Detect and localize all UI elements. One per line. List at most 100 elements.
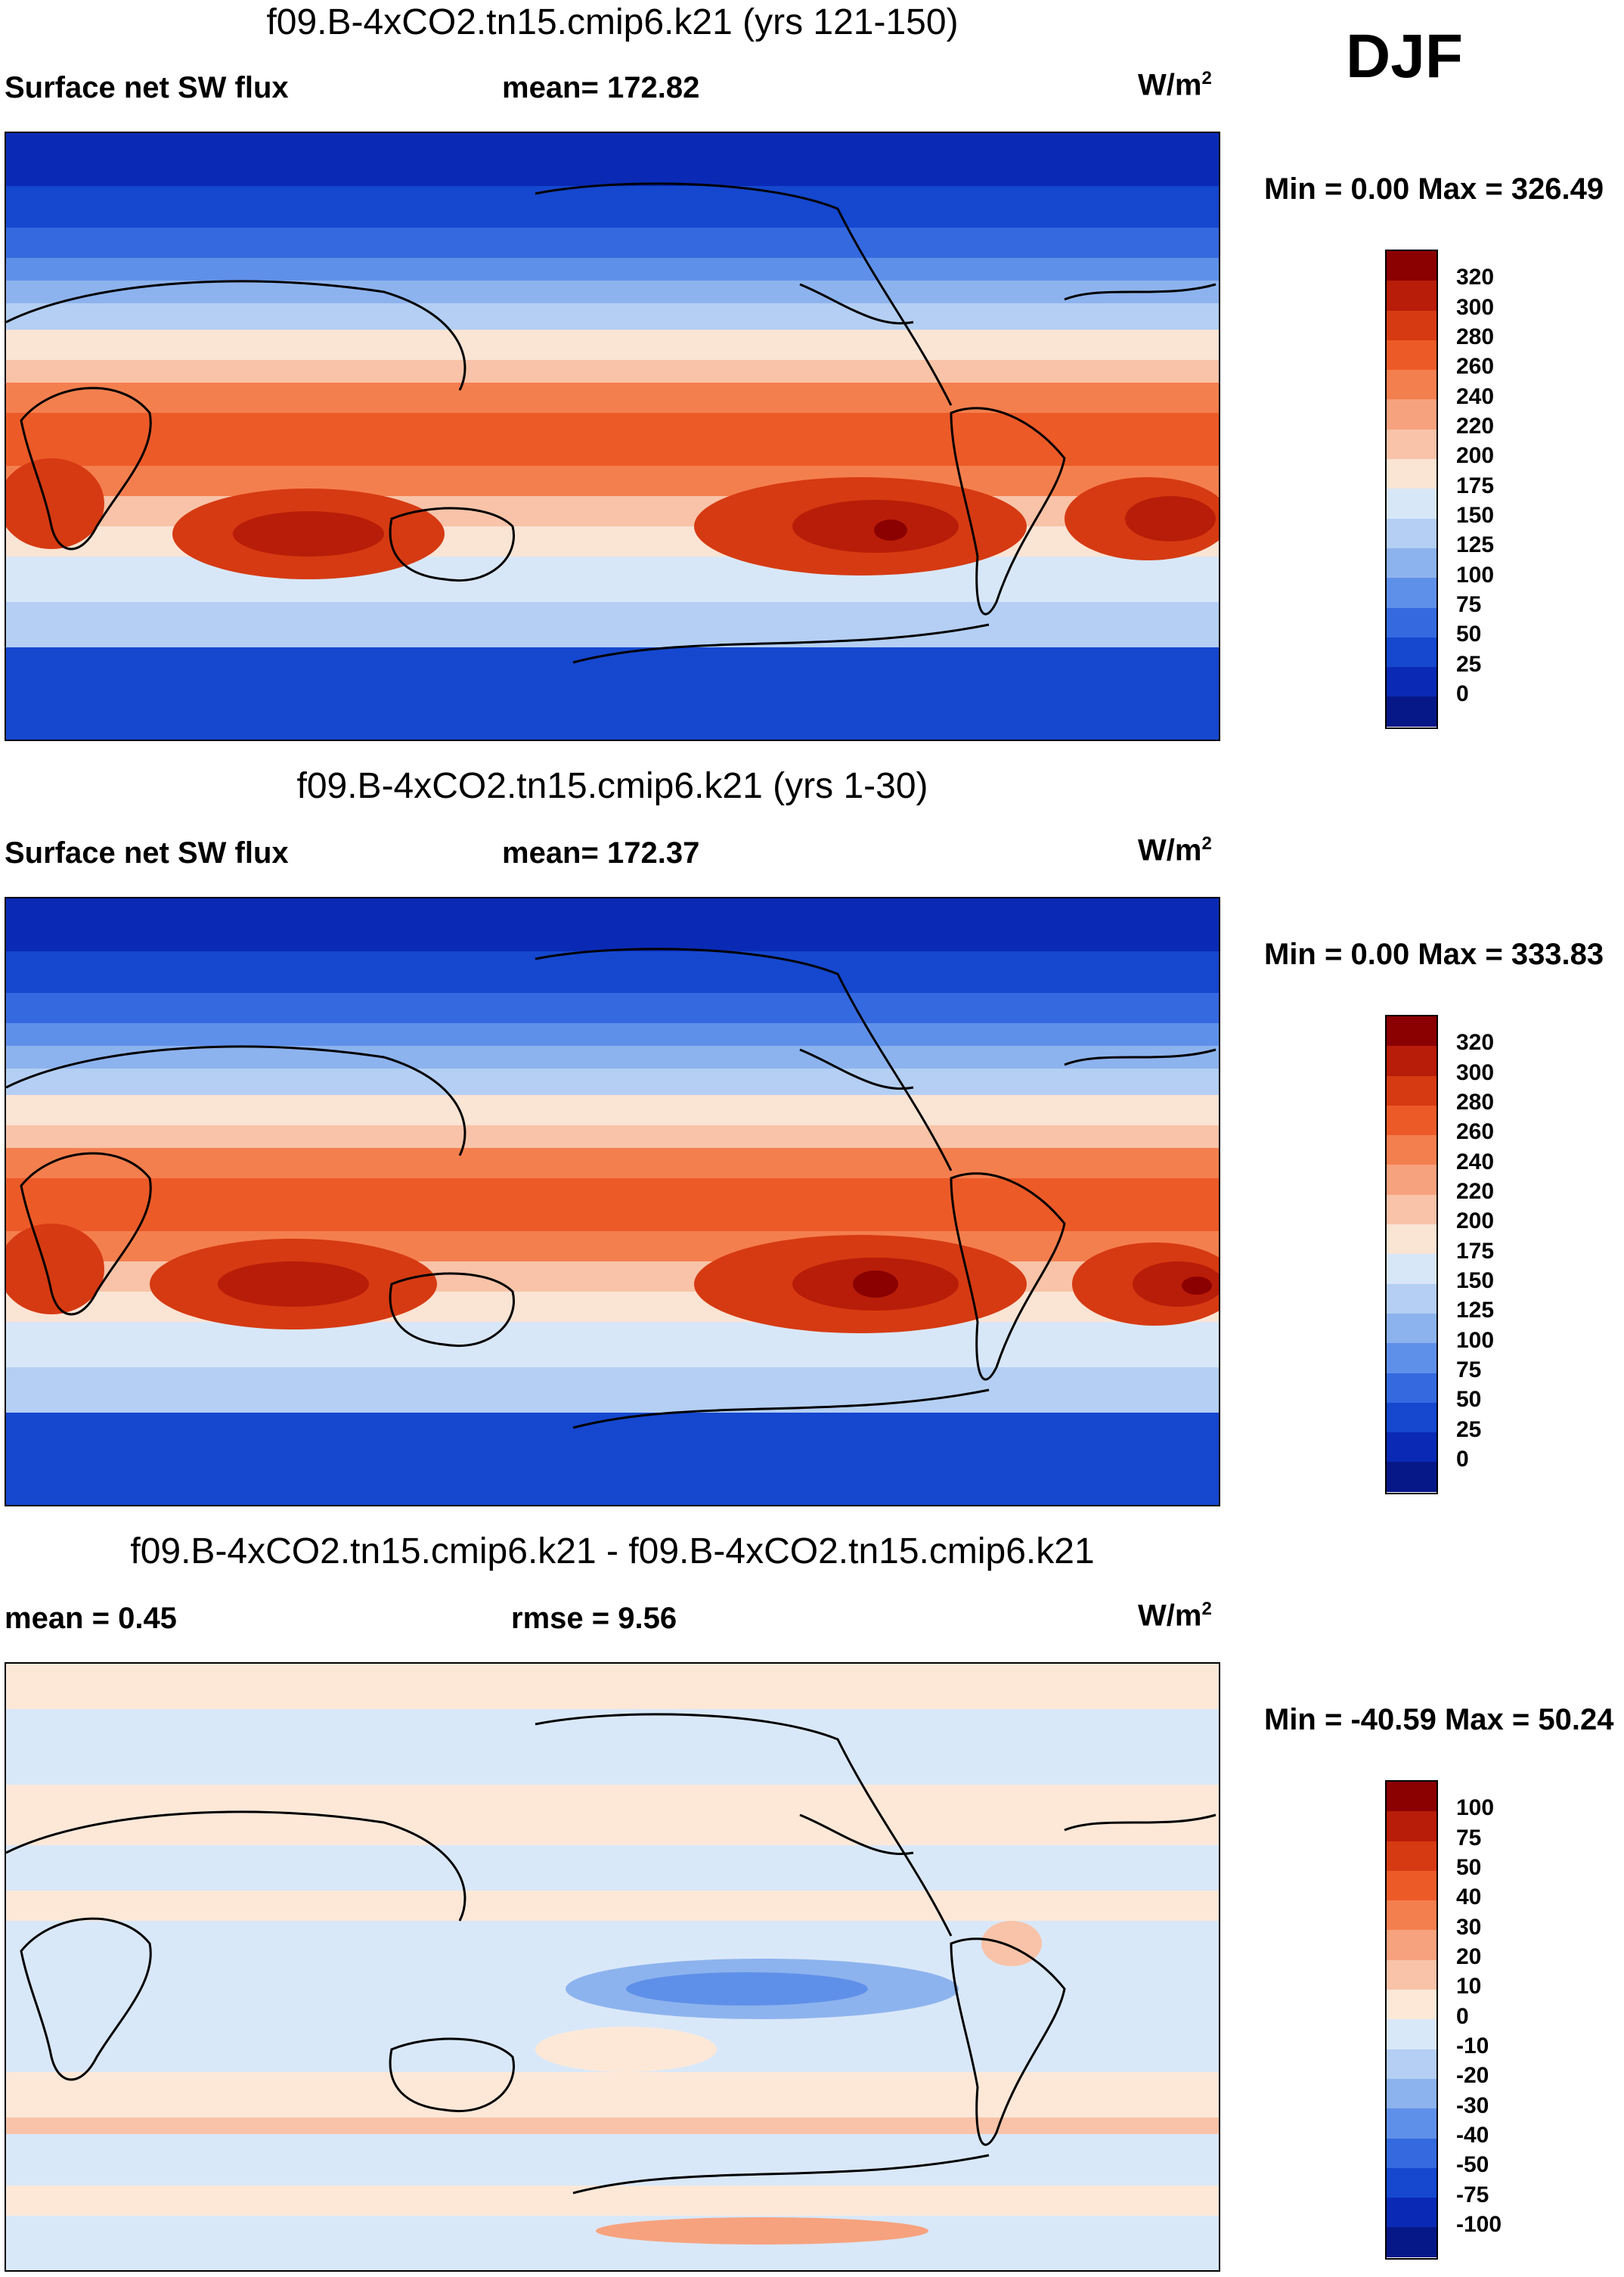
colorbar-swatch [1387,1194,1436,1225]
colorbar-tick-label: -50 [1456,2152,1489,2177]
colorbar-swatch [1387,429,1436,460]
colorbar-swatch [1387,1135,1436,1165]
colorbar-swatch [1387,518,1436,548]
colorbar-swatch [1387,607,1436,637]
colorbar-tick-label: 260 [1456,354,1495,379]
colorbar-tick-label: 175 [1456,1239,1495,1264]
colorbar-tick-label: 175 [1456,473,1495,498]
panel1-title: f09.B-4xCO2.tn15.cmip6.k21 (yrs 121-150) [266,2,959,42]
colorbar-tick-label: 20 [1456,1944,1482,1969]
colorbar-swatch [1387,310,1436,340]
colorbar-tick-label: 220 [1456,1179,1495,1204]
colorbar-swatch [1387,1075,1436,1106]
colorbar-swatch [1387,2138,1436,2168]
colorbar-tick-label: 50 [1456,1387,1482,1412]
panel3-map [5,1662,1220,2272]
colorbar-swatch [1387,1432,1436,1463]
colorbar-tick-label: -20 [1456,2063,1489,2088]
panel3-mean-label: mean = 0.45 [5,1602,177,1635]
colorbar-swatch [1387,667,1436,697]
colorbar-tick-label: 40 [1456,1885,1482,1909]
colorbar-tick-label: 240 [1456,384,1495,409]
colorbar-tick-label: -30 [1456,2093,1489,2118]
colorbar-swatch [1387,1841,1436,1871]
colorbar-tick-label: 75 [1456,1357,1482,1382]
colorbar-tick-label: 125 [1456,532,1495,557]
colorbar-swatch [1387,2049,1436,2079]
colorbar-swatch [1387,251,1436,281]
colorbar-tick-label: 100 [1456,563,1495,588]
colorbar-tick-label: 75 [1456,1826,1482,1850]
panel1-units: W/m2 [1138,68,1212,102]
panel2-units: W/m2 [1138,833,1212,867]
panel3-rmse-label: rmse = 9.56 [511,1602,677,1635]
colorbar-tick-label: -40 [1456,2123,1489,2148]
colorbar-swatch [1387,1105,1436,1136]
colorbar-tick-label: 10 [1456,1974,1482,1999]
colorbar-tick-label: 0 [1456,2004,1469,2029]
colorbar-tick-label: 320 [1456,1030,1495,1055]
colorbar-swatch [1387,1462,1436,1492]
colorbar-swatch [1387,1165,1436,1195]
colorbar-tick-label: -100 [1456,2212,1502,2237]
colorbar-swatch [1387,1811,1436,1841]
colorbar-tick-label: 125 [1456,1298,1495,1323]
colorbar-swatch [1387,1254,1436,1284]
colorbar-swatch [1387,2019,1436,2049]
colorbar-tick-label: 0 [1456,1447,1469,1472]
colorbar-swatch [1387,1870,1436,1901]
colorbar-swatch [1387,370,1436,400]
colorbar-swatch [1387,548,1436,579]
colorbar-swatch [1387,1900,1436,1931]
panel1-variable-label: Surface net SW flux [5,71,289,104]
season-label: DJF [1346,22,1463,91]
colorbar-swatch [1387,1930,1436,1960]
panel2-mean-label: mean= 172.37 [502,836,700,870]
colorbar-swatch [1387,459,1436,489]
colorbar-swatch [1387,2078,1436,2109]
colorbar-tick-label: -10 [1456,2033,1489,2058]
colorbar-tick-label: 300 [1456,295,1495,320]
colorbar-swatch [1387,281,1436,311]
panel2-minmax: Min = 0.00 Max = 333.83 [1264,938,1604,971]
colorbar-tick-label: 320 [1456,265,1495,290]
colorbar-tick-label: 150 [1456,1268,1495,1293]
colorbar-swatch [1387,1373,1436,1403]
colorbar-tick-label: 280 [1456,324,1495,349]
colorbar-swatch [1387,1343,1436,1373]
colorbar-tick-label: -75 [1456,2182,1489,2207]
colorbar-swatch [1387,1402,1436,1433]
colorbar-swatch [1387,1959,1436,1990]
colorbar-tick-label: 50 [1456,622,1482,647]
colorbar-tick-label: 150 [1456,503,1495,528]
panel3-colorbar [1385,1780,1438,2260]
colorbar-tick-label: 50 [1456,1855,1482,1880]
colorbar-tick-label: 200 [1456,1208,1495,1233]
colorbar-tick-label: 240 [1456,1149,1495,1174]
colorbar-swatch [1387,489,1436,519]
colorbar-tick-label: 300 [1456,1060,1495,1085]
colorbar-swatch [1387,578,1436,608]
colorbar-tick-label: 75 [1456,592,1482,617]
colorbar-swatch [1387,399,1436,430]
colorbar-swatch [1387,696,1436,727]
colorbar-swatch [1387,1016,1436,1047]
panel3-title: f09.B-4xCO2.tn15.cmip6.k21 - f09.B-4xCO2… [130,1531,1095,1571]
colorbar-tick-label: 220 [1456,414,1495,439]
panel2-variable-label: Surface net SW flux [5,836,289,870]
colorbar-tick-label: 25 [1456,1417,1482,1442]
panel1-mean-label: mean= 172.82 [502,71,700,104]
colorbar-swatch [1387,1046,1436,1076]
colorbar-tick-label: 280 [1456,1090,1495,1115]
panel3-units: W/m2 [1138,1599,1212,1633]
colorbar-swatch [1387,1782,1436,1812]
panel1-map [5,132,1220,741]
colorbar-tick-label: 200 [1456,443,1495,468]
panel3-minmax: Min = -40.59 Max = 50.24 [1264,1703,1614,1736]
colorbar-swatch [1387,2198,1436,2228]
panel1-minmax: Min = 0.00 Max = 326.49 [1264,172,1604,206]
colorbar-swatch [1387,2167,1436,2198]
panel1-colorbar [1385,250,1438,729]
panel2-map [5,897,1220,1506]
colorbar-swatch [1387,1313,1436,1344]
